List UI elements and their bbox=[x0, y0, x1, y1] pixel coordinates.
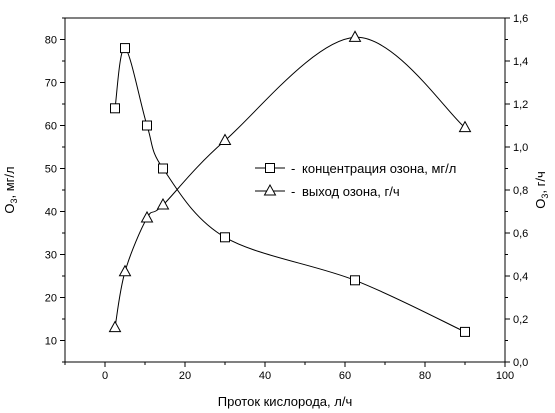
y-right-tick-label: 0,8 bbox=[513, 185, 528, 197]
y-left-tick-label: 50 bbox=[45, 164, 57, 176]
data-point-square bbox=[220, 232, 230, 243]
x-axis-title: Проток кислорода, л/ч bbox=[218, 394, 352, 409]
data-point-square bbox=[120, 43, 130, 54]
legend-label-triangle: выход озона, г/ч bbox=[302, 184, 400, 199]
series bbox=[108, 30, 472, 337]
y-left-tick-label: 70 bbox=[45, 78, 57, 90]
y-right-axis-title: O3, г/ч bbox=[533, 171, 550, 209]
series-line-triangle bbox=[114, 36, 466, 328]
y-left-tick-label: 10 bbox=[45, 336, 57, 348]
data-point-square bbox=[110, 103, 120, 114]
legend-marker-square bbox=[265, 163, 275, 173]
legend-prefix: - bbox=[291, 184, 295, 199]
x-tick-label: 80 bbox=[419, 370, 431, 382]
series-line-square bbox=[114, 47, 466, 333]
y-right-tick-label: 1,4 bbox=[513, 56, 528, 68]
y-left-tick-label: 30 bbox=[45, 250, 57, 262]
y-right-tick-label: 0,0 bbox=[513, 357, 528, 369]
y-left-axis-title: O3, мг/л bbox=[2, 166, 19, 213]
data-point-triangle bbox=[140, 210, 154, 223]
x-tick-label: 100 bbox=[496, 370, 514, 382]
y-right-axis-title-main: O bbox=[533, 199, 548, 209]
y-left-axis-title-rest: , мг/л bbox=[2, 166, 17, 198]
data-point-triangle bbox=[156, 198, 170, 210]
y-right-tick-label: 0,2 bbox=[513, 314, 528, 326]
legend-prefix: - bbox=[291, 161, 295, 176]
data-point-triangle bbox=[218, 133, 232, 146]
y-right-tick-label: 1,6 bbox=[513, 13, 528, 25]
x-tick-label: 60 bbox=[339, 370, 351, 382]
x-tick-label: 40 bbox=[259, 370, 271, 382]
y-left-axis-title-sub: 3 bbox=[9, 198, 19, 203]
data-point-square bbox=[158, 163, 168, 174]
data-point-square bbox=[350, 275, 360, 286]
data-point-square bbox=[460, 326, 470, 337]
x-tick-label: 0 bbox=[102, 370, 108, 382]
y-right-axis-title-sub: 3 bbox=[540, 194, 550, 199]
series-square bbox=[110, 43, 470, 337]
y-left-axis-title-main: O bbox=[2, 204, 17, 214]
data-point-triangle bbox=[458, 120, 472, 133]
data-point-triangle bbox=[348, 30, 362, 42]
ticks: 0 20 40 60 80 100 10 20 30 40 50 60 70 80 0,0 0,2 0,4 0,6… bbox=[45, 13, 529, 382]
legend: - концентрация озона, мг/л-выход озона, г… bbox=[255, 161, 456, 199]
y-left-tick-label: 20 bbox=[45, 293, 57, 305]
y-left-tick-label: 80 bbox=[45, 35, 57, 47]
y-right-tick-label: 1,0 bbox=[513, 142, 528, 154]
data-point-triangle bbox=[118, 264, 132, 277]
y-right-axis-title-rest: , г/ч bbox=[533, 171, 548, 193]
y-right-tick-label: 0,6 bbox=[513, 228, 528, 240]
legend-label-square: концентрация озона, мг/л bbox=[302, 161, 456, 176]
y-right-tick-label: 1,2 bbox=[513, 99, 528, 111]
y-left-tick-label: 40 bbox=[45, 207, 57, 219]
plot-frame bbox=[64, 17, 506, 363]
series-triangle bbox=[108, 30, 472, 333]
y-right-tick-label: 0,4 bbox=[513, 271, 528, 283]
data-point-square bbox=[142, 120, 152, 131]
y-left-tick-label: 60 bbox=[45, 121, 57, 133]
axes bbox=[64, 17, 506, 363]
legend-marker-triangle bbox=[263, 183, 277, 196]
data-point-triangle bbox=[108, 320, 122, 333]
x-tick-label: 20 bbox=[179, 370, 191, 382]
